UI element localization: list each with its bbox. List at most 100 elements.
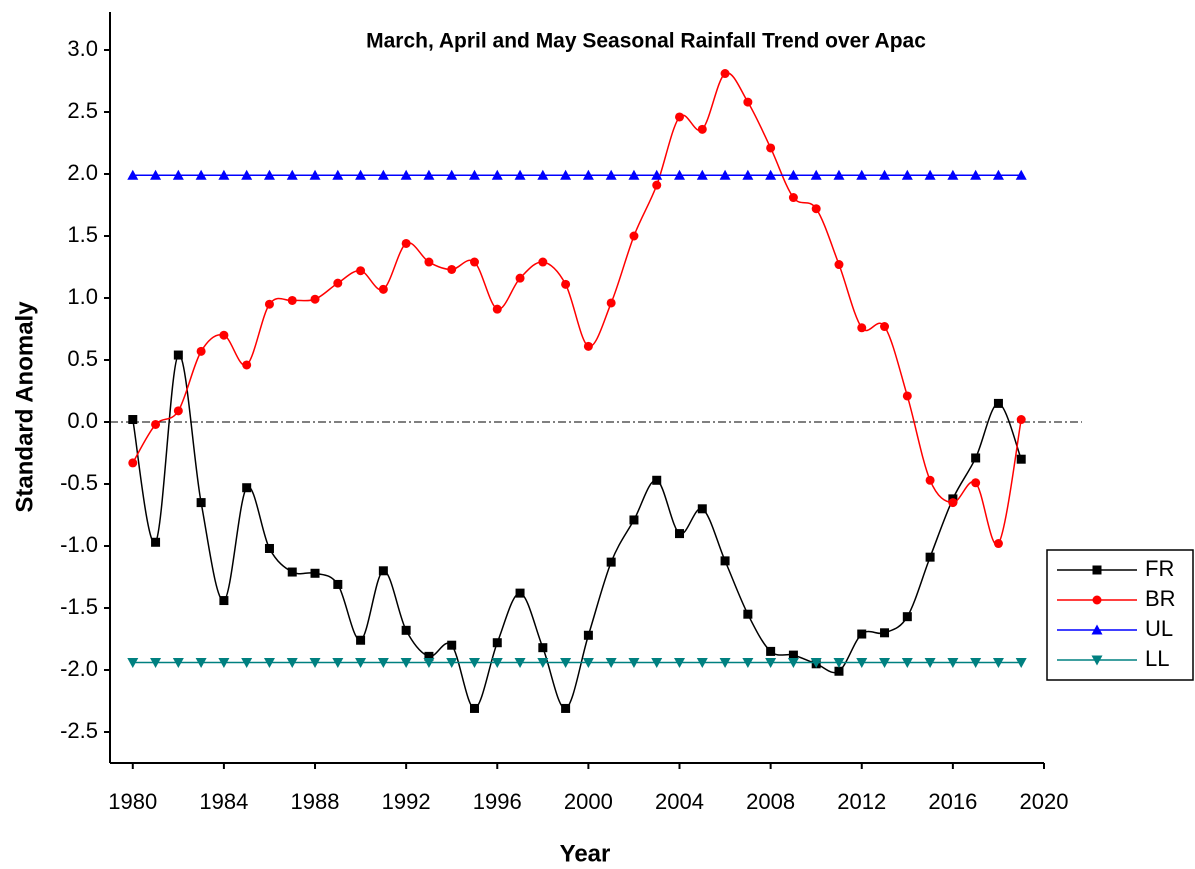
marker: [423, 169, 435, 180]
marker: [651, 169, 663, 180]
marker: [218, 169, 230, 180]
x-axis-label: Year: [560, 840, 611, 867]
x-tick-label: 2008: [746, 789, 795, 814]
marker: [674, 658, 686, 669]
marker: [629, 515, 639, 525]
series-line: [132, 72, 1022, 546]
marker: [309, 169, 321, 180]
marker: [582, 169, 594, 180]
marker: [151, 537, 161, 547]
y-tick-label: 1.5: [67, 222, 98, 247]
marker: [856, 169, 868, 180]
marker: [765, 169, 777, 180]
marker: [447, 264, 457, 274]
marker: [491, 169, 503, 180]
marker: [560, 169, 572, 180]
marker: [218, 658, 230, 669]
marker: [606, 298, 616, 308]
marker: [560, 658, 572, 669]
legend-label: LL: [1145, 646, 1169, 671]
marker: [263, 658, 275, 669]
marker: [810, 169, 822, 180]
marker: [674, 169, 686, 180]
y-tick-label: 3.0: [67, 36, 98, 61]
y-tick-label: 2.0: [67, 160, 98, 185]
marker: [309, 658, 321, 669]
marker: [537, 169, 549, 180]
legend-label: FR: [1145, 556, 1174, 581]
marker: [901, 169, 913, 180]
marker: [219, 596, 229, 606]
marker: [172, 658, 184, 669]
marker: [356, 635, 366, 645]
x-tick-label: 1996: [473, 789, 522, 814]
marker: [286, 169, 298, 180]
marker: [241, 658, 253, 669]
marker: [378, 284, 388, 294]
marker: [787, 658, 799, 669]
x-tick-label: 2020: [1020, 789, 1069, 814]
marker: [1016, 415, 1026, 425]
marker: [879, 169, 891, 180]
marker: [468, 658, 480, 669]
marker: [970, 658, 982, 669]
marker: [925, 475, 935, 485]
marker: [355, 169, 367, 180]
marker: [446, 169, 458, 180]
marker: [173, 406, 183, 416]
marker: [310, 294, 320, 304]
marker: [948, 498, 958, 508]
marker: [788, 650, 798, 660]
marker: [310, 568, 320, 578]
marker: [195, 658, 207, 669]
marker: [606, 557, 616, 567]
marker: [264, 543, 274, 553]
marker: [993, 539, 1003, 549]
marker: [880, 628, 890, 638]
marker: [857, 629, 867, 639]
marker: [787, 169, 799, 180]
marker: [652, 180, 662, 190]
marker: [515, 273, 525, 283]
marker: [242, 483, 252, 493]
marker: [1092, 595, 1102, 605]
marker: [857, 323, 867, 333]
marker: [356, 266, 366, 276]
marker: [719, 658, 731, 669]
marker: [605, 658, 617, 669]
marker: [1091, 624, 1103, 635]
marker: [947, 658, 959, 669]
legend-box: [1046, 549, 1194, 681]
y-tick-label: -1.5: [60, 594, 98, 619]
marker: [1091, 655, 1103, 666]
marker: [651, 658, 663, 669]
marker: [719, 169, 731, 180]
marker: [582, 658, 594, 669]
x-tick-label: 1980: [108, 789, 157, 814]
marker: [333, 278, 343, 288]
y-tick-label: 2.5: [67, 98, 98, 123]
marker: [424, 651, 434, 661]
marker: [971, 453, 981, 463]
marker: [400, 658, 412, 669]
marker: [720, 69, 730, 79]
marker: [924, 658, 936, 669]
marker: [264, 299, 274, 309]
marker: [1092, 565, 1102, 575]
marker: [400, 169, 412, 180]
x-tick-label: 2012: [837, 789, 886, 814]
marker: [766, 646, 776, 656]
marker: [468, 169, 480, 180]
y-tick-label: -0.5: [60, 470, 98, 495]
marker: [377, 658, 389, 669]
marker: [879, 658, 891, 669]
marker: [333, 579, 343, 589]
marker: [469, 257, 479, 267]
marker: [652, 475, 662, 485]
legend-label: BR: [1145, 586, 1176, 611]
marker: [538, 643, 548, 653]
x-tick-label: 1992: [382, 789, 431, 814]
marker: [196, 498, 206, 508]
y-tick-label: 1.0: [67, 284, 98, 309]
y-axis-label: Standard Anomaly: [11, 301, 38, 513]
